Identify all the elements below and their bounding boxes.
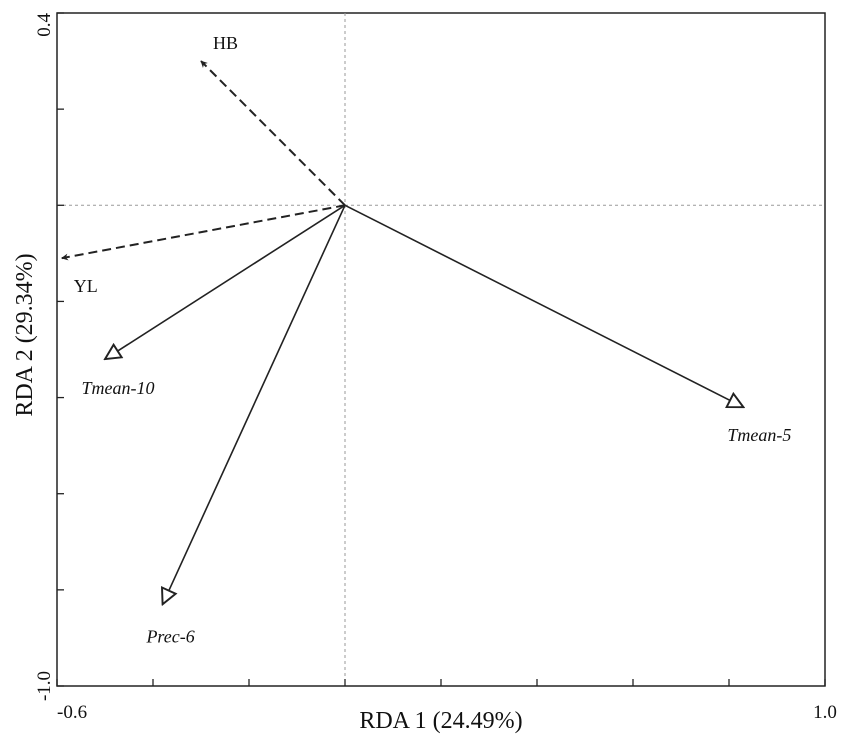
explanatory-vector-prec-6 bbox=[163, 204, 346, 604]
y-axis-ticks bbox=[57, 12, 64, 687]
x-axis-ticks bbox=[56, 679, 826, 686]
explanatory-vector-label: Prec-6 bbox=[145, 626, 194, 646]
x-tick-label-max: 1.0 bbox=[813, 702, 837, 723]
reference-lines bbox=[57, 13, 825, 686]
explanatory-vector-tmean-10 bbox=[105, 204, 346, 359]
y-tick-label-min: -1.0 bbox=[34, 671, 55, 701]
explanatory-vector-label: Tmean-10 bbox=[82, 378, 155, 398]
y-axis-title: RDA 2 (29.34%) bbox=[12, 253, 38, 416]
vector-arrows: HB YL Tmean-10 Prec-6 Tmean-5 bbox=[61, 33, 791, 646]
explanatory-vector-label: Tmean-5 bbox=[727, 425, 791, 445]
response-vector-yl bbox=[61, 204, 346, 261]
x-axis-title: RDA 1 (24.49%) bbox=[359, 708, 522, 734]
response-vector-label: YL bbox=[74, 276, 98, 296]
explanatory-vector-tmean-5 bbox=[344, 204, 743, 407]
x-tick-label-min: -0.6 bbox=[57, 702, 87, 723]
response-vector-label: HB bbox=[213, 33, 238, 53]
y-tick-label-max: 0.4 bbox=[34, 13, 55, 37]
response-vector-hb bbox=[200, 60, 346, 206]
